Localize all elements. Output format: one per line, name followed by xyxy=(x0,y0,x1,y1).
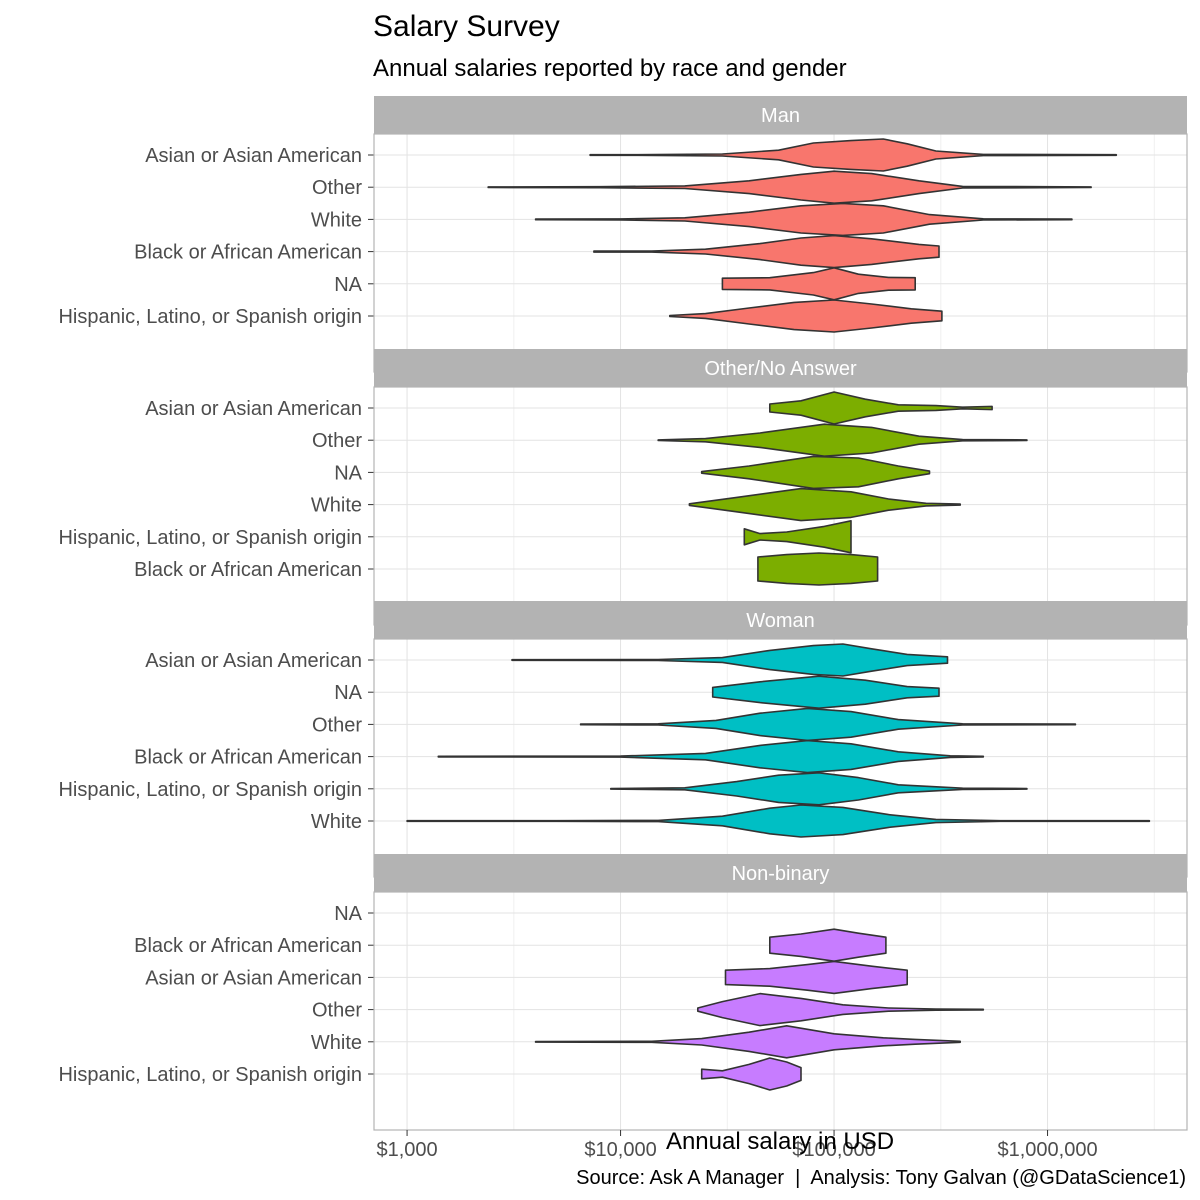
y-tick-label: NA xyxy=(334,274,362,296)
y-tick-label: Hispanic, Latino, or Spanish origin xyxy=(58,527,362,549)
y-tick-label: NA xyxy=(334,462,362,484)
x-tick-label: $1,000,000 xyxy=(997,1139,1097,1161)
violin-shape xyxy=(593,234,940,269)
y-tick-label: White xyxy=(311,495,362,517)
y-tick-label: Other xyxy=(312,1000,362,1022)
violin-shape xyxy=(757,552,879,586)
chart-title: Salary Survey xyxy=(373,10,560,43)
facet-strip xyxy=(374,349,1187,387)
y-tick-label: White xyxy=(311,209,362,231)
violin-shape xyxy=(437,739,985,774)
y-tick-label: Other xyxy=(312,177,362,199)
facet-strip xyxy=(374,854,1187,892)
violin-shape xyxy=(724,960,908,995)
facet-strip-label: Non-binary xyxy=(732,863,830,885)
chart-subtitle: Annual salaries reported by race and gen… xyxy=(373,55,847,82)
violin-shape xyxy=(743,520,852,554)
y-tick-label: Asian or Asian American xyxy=(145,650,362,672)
violin-shape xyxy=(534,202,1073,237)
y-tick-label: NA xyxy=(334,682,362,704)
y-tick-label: Asian or Asian American xyxy=(145,967,362,989)
y-tick-label: Hispanic, Latino, or Spanish origin xyxy=(58,1064,362,1086)
violin-shape xyxy=(669,299,943,333)
y-tick-label: NA xyxy=(334,903,362,925)
facet-strip-label: Woman xyxy=(746,610,815,632)
violin-shape xyxy=(700,1057,802,1091)
y-tick-label: Black or African American xyxy=(134,559,362,581)
violin-shape xyxy=(487,170,1092,204)
facet-panel: Woman Asian or Asian American NA Other Black… xyxy=(58,601,1188,878)
violin-shape xyxy=(610,772,1028,806)
violin-shape xyxy=(721,267,916,301)
violin-shape xyxy=(769,391,993,425)
x-tick-label: $100,000 xyxy=(792,1139,875,1161)
y-tick-label: White xyxy=(311,811,362,833)
violin-shape xyxy=(534,1025,961,1059)
facet-panel: Man Asian or Asian American Other White Blac… xyxy=(58,96,1188,373)
violin-shape xyxy=(406,804,1151,838)
violin-shape xyxy=(657,423,1028,457)
facet-panel: Non-binary NA Black or African American Asi… xyxy=(58,854,1188,1131)
violin-shape xyxy=(579,707,1077,742)
facet-strip xyxy=(374,96,1187,134)
facet-strip-label: Other/No Answer xyxy=(704,358,857,380)
violin-shape xyxy=(697,992,985,1027)
violin-shape xyxy=(688,487,961,522)
facet-panel: Other/No Answer Asian or Asian American Ot… xyxy=(58,349,1188,626)
y-tick-label: Hispanic, Latino, or Spanish origin xyxy=(58,779,362,801)
x-axis-title: Annual salary in USD xyxy=(666,1128,894,1155)
violin-shape xyxy=(511,643,949,677)
x-tick-label: $10,000 xyxy=(584,1139,656,1161)
y-tick-label: Asian or Asian American xyxy=(145,398,362,420)
panel-border xyxy=(373,891,1188,1131)
facet-strip-label: Man xyxy=(761,105,800,127)
x-axis: $1,000 $10,000 $100,000 $1,000,000 xyxy=(376,1130,1098,1161)
y-tick-label: Black or African American xyxy=(134,935,362,957)
violin-shape xyxy=(589,138,1118,172)
y-tick-label: Black or African American xyxy=(134,747,362,769)
chart-caption: Source: Ask A Manager | Analysis: Tony G… xyxy=(576,1167,1186,1189)
violin-shape xyxy=(700,455,931,490)
violin-shape xyxy=(711,675,940,709)
x-tick-label: $1,000 xyxy=(376,1139,437,1161)
y-tick-label: Hispanic, Latino, or Spanish origin xyxy=(58,306,362,328)
y-tick-label: Other xyxy=(312,714,362,736)
y-tick-label: Asian or Asian American xyxy=(145,145,362,167)
violin-shape xyxy=(769,928,887,962)
y-tick-label: Black or African American xyxy=(134,242,362,264)
facet-strip xyxy=(374,601,1187,639)
facet-panels: Man Asian or Asian American Other White Blac… xyxy=(58,96,1188,1131)
y-tick-label: White xyxy=(311,1032,362,1054)
y-tick-label: Other xyxy=(312,430,362,452)
